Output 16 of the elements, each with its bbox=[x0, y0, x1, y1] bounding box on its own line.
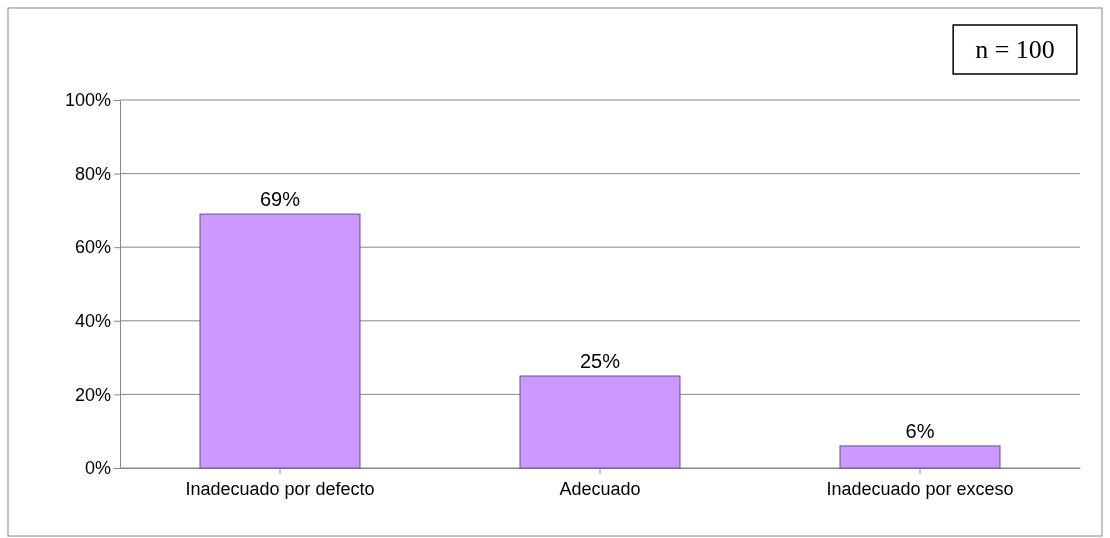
bar bbox=[199, 213, 361, 469]
bar bbox=[839, 445, 1001, 469]
x-tick-label: Inadecuado por exceso bbox=[826, 479, 1014, 499]
y-tick-label: 60% bbox=[74, 237, 111, 258]
y-tick-label: 40% bbox=[74, 311, 111, 332]
bar bbox=[519, 375, 681, 469]
y-tick-label: 0% bbox=[84, 458, 111, 479]
data-label: 69% bbox=[259, 188, 301, 211]
text: n = 100 bbox=[975, 35, 1055, 64]
y-tick-label: 100% bbox=[64, 90, 111, 111]
y-tick-label: 20% bbox=[74, 384, 111, 405]
y-tick-label: 80% bbox=[74, 163, 111, 184]
data-label: 6% bbox=[905, 419, 935, 442]
x-tick-label: Inadecuado por defecto bbox=[185, 479, 375, 499]
data-label: 25% bbox=[579, 350, 621, 372]
x-tick-label: Adecuado bbox=[559, 479, 641, 499]
